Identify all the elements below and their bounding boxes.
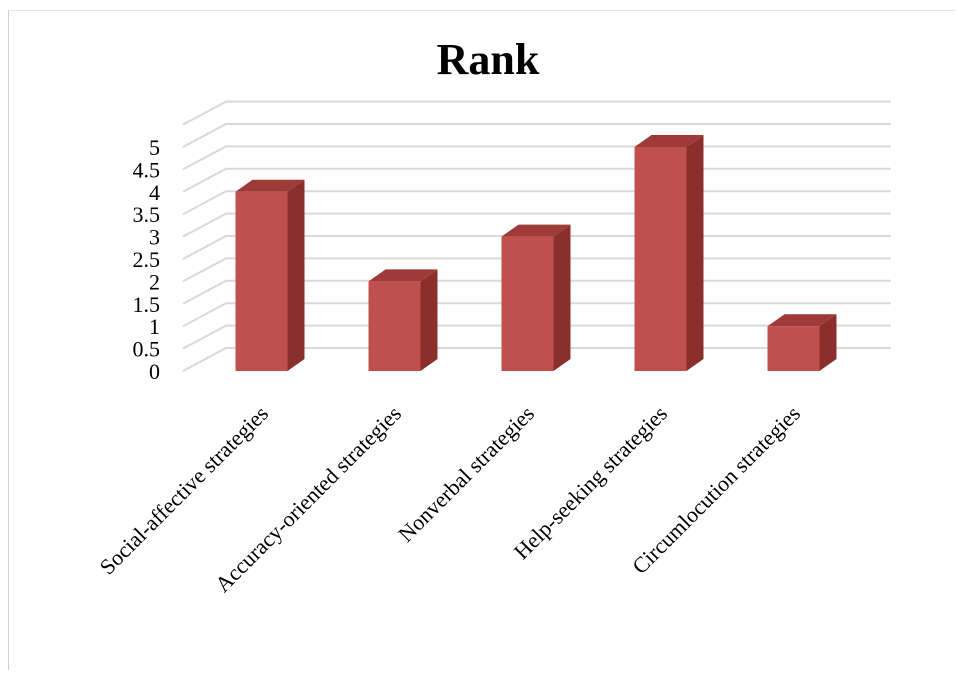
bar — [235, 179, 305, 371]
y-tick-label: 0 — [149, 359, 160, 384]
bar-side — [686, 135, 704, 371]
bar-side — [553, 224, 571, 371]
bar-top — [634, 135, 704, 147]
y-tick-label: 1.5 — [133, 292, 161, 317]
bar-top — [501, 224, 571, 237]
y-tick-label: 4 — [149, 180, 160, 205]
y-axis-ticks: 00.511.522.533.544.55 — [133, 135, 161, 384]
bar-top — [767, 314, 837, 327]
bar-top — [235, 179, 305, 192]
y-tick-label: 4.5 — [133, 157, 161, 182]
gridline — [182, 123, 891, 148]
bar — [767, 314, 837, 371]
bar — [368, 269, 438, 371]
y-tick-label: 3 — [149, 225, 160, 250]
bar-front — [634, 147, 687, 371]
bars — [235, 135, 837, 371]
bar-front — [767, 326, 820, 371]
bar — [501, 224, 571, 371]
bar-front — [501, 236, 554, 371]
y-tick-label: 2 — [149, 269, 160, 294]
bar-top — [368, 269, 438, 282]
y-tick-label: 2.5 — [133, 247, 161, 272]
x-category-label: Nonverbal strategies — [393, 401, 539, 547]
chart-frame — [8, 10, 955, 670]
bar-side — [819, 314, 837, 371]
bar-front — [235, 191, 288, 371]
y-tick-label: 1 — [149, 314, 160, 339]
gridline — [182, 100, 891, 126]
bar-side — [420, 269, 438, 371]
gridline — [182, 145, 891, 171]
y-tick-label: 0.5 — [133, 337, 161, 362]
bar — [634, 135, 704, 371]
y-tick-label: 3.5 — [133, 202, 161, 227]
bar-side — [287, 179, 305, 371]
bar-front — [368, 281, 421, 371]
chart-title: Rank — [436, 35, 540, 84]
y-tick-label: 5 — [149, 135, 160, 160]
